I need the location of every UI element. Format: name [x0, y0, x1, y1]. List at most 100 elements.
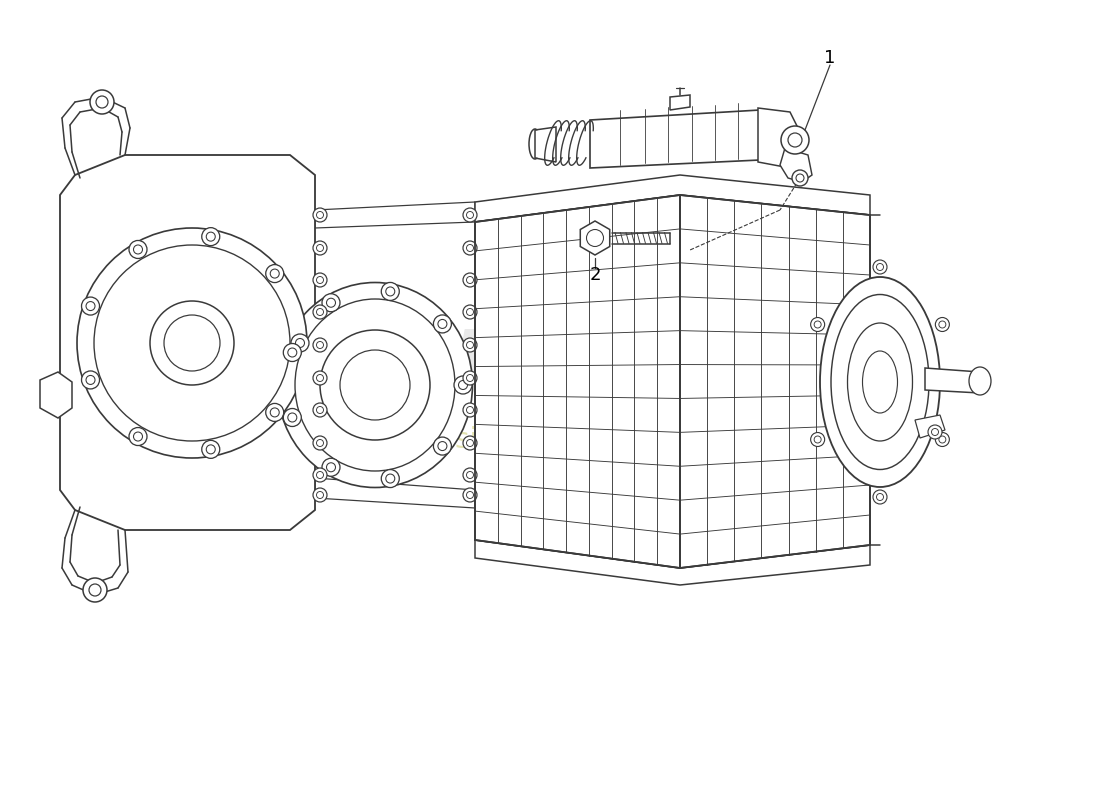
Circle shape [314, 403, 327, 417]
Circle shape [814, 436, 821, 443]
Polygon shape [475, 540, 870, 585]
Circle shape [317, 471, 323, 478]
Ellipse shape [820, 277, 940, 487]
Circle shape [463, 488, 477, 502]
Circle shape [463, 208, 477, 222]
Circle shape [94, 245, 290, 441]
Circle shape [322, 458, 340, 476]
Ellipse shape [295, 299, 455, 471]
Circle shape [454, 376, 472, 394]
Circle shape [314, 241, 327, 255]
Circle shape [935, 318, 949, 331]
Circle shape [266, 403, 284, 422]
Circle shape [314, 468, 327, 482]
Circle shape [811, 433, 825, 446]
Circle shape [314, 488, 327, 502]
Circle shape [314, 305, 327, 319]
Circle shape [788, 133, 802, 147]
Circle shape [586, 230, 604, 246]
Circle shape [466, 211, 473, 218]
Polygon shape [915, 415, 945, 438]
Circle shape [466, 406, 473, 414]
Polygon shape [315, 478, 475, 508]
Circle shape [811, 318, 825, 331]
Circle shape [466, 309, 473, 315]
Circle shape [327, 462, 336, 472]
Circle shape [463, 436, 477, 450]
Circle shape [201, 228, 220, 246]
Circle shape [463, 305, 477, 319]
Text: 1: 1 [824, 49, 836, 67]
Circle shape [796, 174, 804, 182]
Circle shape [939, 436, 946, 443]
Circle shape [466, 245, 473, 251]
Circle shape [317, 277, 323, 283]
Circle shape [935, 433, 949, 446]
Circle shape [129, 241, 147, 258]
Ellipse shape [830, 294, 930, 470]
Circle shape [314, 338, 327, 352]
Polygon shape [535, 127, 556, 162]
Circle shape [814, 321, 821, 328]
Circle shape [317, 245, 323, 251]
Circle shape [81, 297, 99, 315]
Circle shape [459, 381, 468, 390]
Circle shape [438, 442, 447, 450]
Circle shape [317, 342, 323, 349]
Circle shape [466, 491, 473, 498]
Circle shape [288, 413, 297, 422]
Ellipse shape [862, 351, 898, 413]
Ellipse shape [969, 367, 991, 395]
Polygon shape [670, 95, 690, 110]
Circle shape [382, 470, 399, 487]
Circle shape [86, 375, 95, 385]
Ellipse shape [277, 282, 473, 487]
Polygon shape [475, 175, 870, 222]
Circle shape [438, 319, 447, 329]
Circle shape [86, 302, 95, 310]
Circle shape [133, 432, 143, 441]
Polygon shape [315, 202, 475, 228]
Circle shape [463, 403, 477, 417]
Circle shape [386, 474, 395, 483]
Circle shape [932, 429, 938, 435]
Circle shape [129, 427, 147, 446]
Polygon shape [780, 148, 812, 182]
Circle shape [382, 282, 399, 301]
Circle shape [463, 241, 477, 255]
Circle shape [386, 287, 395, 296]
Circle shape [320, 330, 430, 440]
Circle shape [877, 494, 883, 501]
Circle shape [463, 273, 477, 287]
Circle shape [317, 211, 323, 218]
Polygon shape [758, 108, 798, 168]
Circle shape [207, 445, 216, 454]
Circle shape [271, 269, 279, 278]
Circle shape [164, 315, 220, 371]
Circle shape [284, 343, 301, 362]
Circle shape [466, 277, 473, 283]
Circle shape [433, 437, 451, 455]
Circle shape [781, 126, 808, 154]
Polygon shape [581, 221, 609, 255]
Text: euroParts: euroParts [296, 306, 904, 414]
Circle shape [288, 348, 297, 357]
Circle shape [340, 350, 410, 420]
Circle shape [81, 371, 99, 389]
Circle shape [322, 294, 340, 312]
Circle shape [466, 342, 473, 349]
Circle shape [317, 309, 323, 315]
Polygon shape [680, 195, 870, 568]
Circle shape [77, 228, 307, 458]
Circle shape [877, 263, 883, 270]
Circle shape [317, 439, 323, 446]
Circle shape [82, 578, 107, 602]
Circle shape [314, 273, 327, 287]
Circle shape [207, 232, 216, 241]
Circle shape [466, 439, 473, 446]
Circle shape [201, 440, 220, 458]
Ellipse shape [847, 323, 913, 441]
Circle shape [873, 490, 887, 504]
Text: a passion for parts since 1985: a passion for parts since 1985 [381, 426, 800, 454]
Circle shape [466, 374, 473, 382]
